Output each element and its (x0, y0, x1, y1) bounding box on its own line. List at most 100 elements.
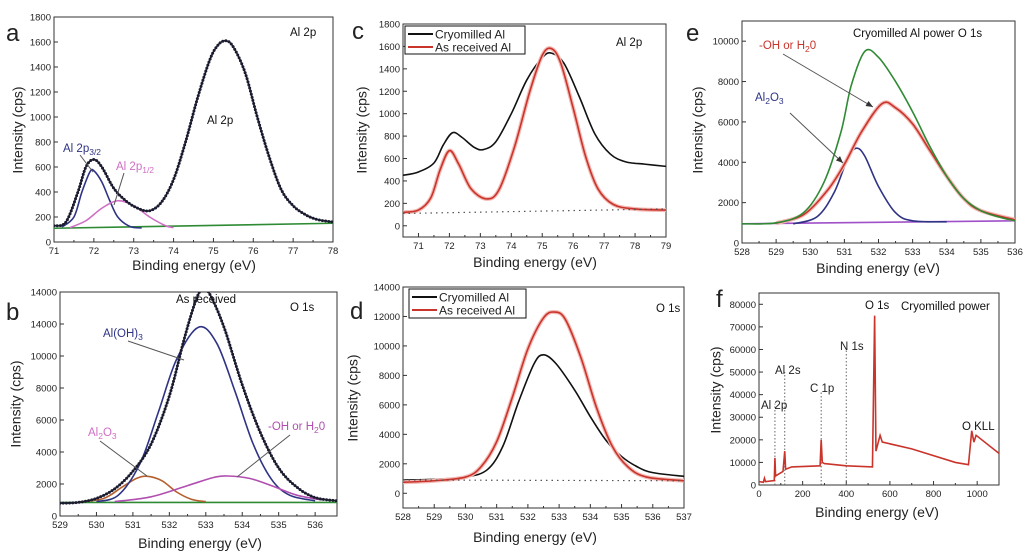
data-point (130, 203, 134, 207)
data-point (320, 219, 324, 223)
data-point (306, 493, 310, 497)
data-point (212, 48, 216, 52)
x-tick-label: 532 (520, 512, 536, 523)
data-point (189, 121, 193, 125)
y-tick-label: 4000 (379, 430, 400, 441)
data-point (254, 111, 258, 115)
data-point (258, 431, 262, 435)
data-point (194, 103, 198, 107)
data-point (256, 117, 260, 121)
series-line (742, 48, 1015, 225)
data-point (137, 462, 141, 466)
x-tick-label: 536 (1007, 247, 1023, 258)
y-tick-label: 20000 (730, 435, 756, 446)
data-point (269, 160, 273, 164)
data-point (192, 109, 196, 113)
data-point (284, 195, 288, 199)
data-point (327, 219, 331, 223)
data-point (280, 190, 284, 194)
data-point (255, 114, 259, 118)
data-point (194, 299, 198, 303)
series-line (96, 325, 316, 503)
data-point (191, 305, 195, 309)
plot-frame (402, 23, 667, 238)
data-point (187, 128, 191, 132)
data-point (193, 106, 197, 110)
data-point (195, 97, 199, 101)
data-point (233, 47, 237, 51)
data-point (311, 216, 315, 220)
data-point (222, 325, 226, 329)
data-point (247, 401, 251, 405)
annotation-text: Cryomilled Al power O 1s (853, 28, 982, 40)
data-point (74, 197, 78, 201)
data-point (196, 94, 200, 98)
data-point (278, 467, 282, 471)
data-point (102, 493, 106, 497)
data-point (273, 172, 277, 176)
data-point (264, 145, 268, 149)
x-tick-label: 73 (475, 241, 486, 252)
y-tick-label: 1000 (30, 113, 51, 124)
data-point (253, 108, 257, 112)
data-point (231, 352, 235, 356)
y-tick-label: 1000 (379, 109, 400, 120)
annotation-text: Cryomilled power (901, 301, 990, 313)
panel-a: 71 72 73 74 75 76 77 78 0 200 400 600 800 1000 1200 140… (6, 13, 338, 274)
data-point (82, 169, 86, 173)
data-point (188, 318, 192, 322)
data-point (75, 194, 79, 198)
annotation-text: Al (755, 92, 765, 104)
data-point (295, 486, 299, 490)
data-point (216, 310, 220, 314)
data-point (151, 208, 155, 212)
annotation-subscript: 3/2 (89, 147, 101, 157)
data-point (276, 181, 280, 185)
data-point (188, 124, 192, 128)
data-point (158, 422, 162, 426)
data-point (252, 105, 256, 109)
data-point (127, 474, 131, 478)
data-point (64, 501, 68, 505)
data-point (138, 207, 142, 211)
data-point (191, 112, 195, 116)
x-tick-label: 530 (802, 247, 818, 258)
data-point (189, 314, 193, 318)
legend-box (408, 288, 527, 319)
data-point (318, 497, 322, 501)
data-point (240, 383, 244, 387)
data-point (214, 304, 218, 308)
data-point (110, 489, 114, 493)
data-point (230, 349, 234, 353)
data-point (269, 454, 273, 458)
annotation-arrow (782, 53, 874, 108)
annotation-subscript: 2 (98, 431, 103, 441)
data-point (315, 496, 319, 500)
data-point (282, 192, 286, 196)
data-point (243, 392, 247, 396)
data-point (301, 489, 305, 493)
series-line (403, 52, 666, 177)
data-point (331, 498, 335, 502)
annotation-label: Al2O3 (88, 427, 117, 441)
series-line (114, 475, 323, 503)
data-point (268, 451, 272, 455)
annotation-subscript: 2 (314, 425, 319, 435)
data-point (177, 161, 181, 165)
x-tick-label: 529 (768, 247, 784, 258)
y-tick-label: 400 (384, 176, 400, 187)
data-point (208, 293, 212, 297)
data-point (197, 91, 201, 95)
data-point (79, 179, 83, 183)
y-tick-label: 14000 (31, 320, 57, 331)
series-line (78, 475, 206, 503)
data-point (265, 445, 269, 449)
panel-b: 529 530 531 532 533 534 535 536 0 2000 4000 6000 800… (6, 288, 338, 551)
data-point (246, 398, 250, 402)
x-tick-label: 74 (506, 241, 517, 252)
data-point (67, 215, 71, 219)
data-point (146, 448, 150, 452)
x-tick-label: 1000 (967, 489, 988, 500)
x-tick-label: 79 (661, 241, 672, 252)
